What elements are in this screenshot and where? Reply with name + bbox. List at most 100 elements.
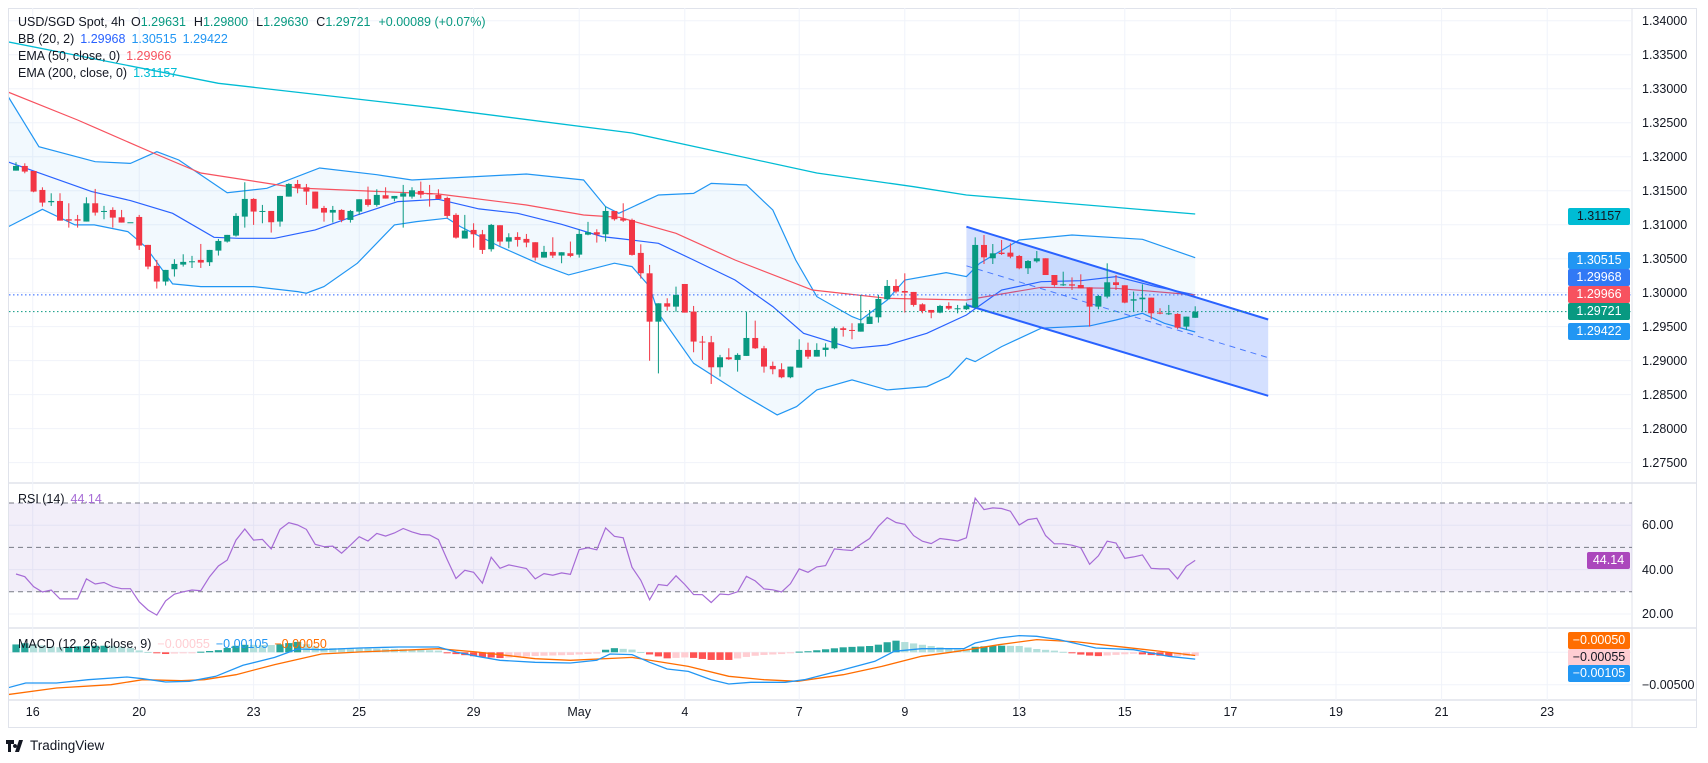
bb-legend[interactable]: BB (20, 2) 1.29968 1.30515 1.29422 <box>18 31 234 47</box>
candle-body <box>356 199 363 212</box>
price-axis-label[interactable]: 1.33000 <box>1642 81 1688 96</box>
rsi-axis-label[interactable]: 40.00 <box>1642 562 1674 577</box>
price-axis-label[interactable]: 1.30000 <box>1642 285 1688 300</box>
price-axis-label[interactable]: 1.27500 <box>1642 455 1688 470</box>
price-axis-label[interactable]: 1.31000 <box>1642 217 1688 232</box>
macd-histogram-bar <box>971 646 979 653</box>
candle-body <box>690 311 697 342</box>
price-axis-label[interactable]: 1.33500 <box>1642 47 1688 62</box>
macd-histogram-bar <box>232 645 240 653</box>
macd-histogram-bar <box>1042 649 1050 653</box>
time-axis-label[interactable]: 15 <box>1117 705 1132 719</box>
candle-body <box>1051 275 1058 286</box>
price-axis-label[interactable]: 1.28500 <box>1642 387 1688 402</box>
candle-body <box>250 198 257 212</box>
price-axis-label[interactable]: 1.29500 <box>1642 319 1688 334</box>
candle <box>39 187 46 207</box>
macd-axis-label[interactable]: −0.00500 <box>1642 677 1695 692</box>
candle <box>1121 285 1128 304</box>
candle-body <box>153 265 160 282</box>
price-axis-label[interactable]: 1.30500 <box>1642 251 1688 266</box>
macd-histogram-bar <box>100 645 108 653</box>
rsi-axis-label[interactable]: 20.00 <box>1642 607 1674 621</box>
price-axis-label[interactable]: 1.32500 <box>1642 115 1688 130</box>
time-axis-label[interactable]: 7 <box>795 705 803 719</box>
macd-histogram-bar <box>452 652 460 655</box>
candle-body <box>901 290 908 293</box>
candle <box>523 233 530 248</box>
price-axis-label[interactable]: 1.34000 <box>1642 13 1688 28</box>
macd-histogram-bar <box>786 652 794 654</box>
candle-body <box>532 242 539 258</box>
open-label: O <box>131 15 141 29</box>
macd-histogram-bar <box>285 643 293 653</box>
ema50-legend[interactable]: EMA (50, close, 0) 1.29966 <box>18 48 177 64</box>
ema200-label[interactable]: EMA (200, close, 0) <box>18 66 128 80</box>
time-axis-label[interactable]: 4 <box>681 705 689 719</box>
time-axis-label[interactable]: 16 <box>25 705 40 719</box>
candle-body <box>655 303 662 322</box>
candle <box>813 343 820 357</box>
candle <box>796 339 803 368</box>
macd-label[interactable]: MACD (12, 26, close, 9) <box>18 637 152 651</box>
symbol-title[interactable]: USD/SGD Spot, 4h <box>18 15 125 29</box>
time-axis-label[interactable]: 13 <box>1012 705 1027 719</box>
candle-body <box>479 234 486 250</box>
time-axis-label[interactable]: 9 <box>901 705 909 719</box>
rsi-legend[interactable]: RSI (14) 44.14 <box>18 491 108 507</box>
candle <box>655 303 662 374</box>
candle <box>866 309 873 324</box>
rsi-label[interactable]: RSI (14) <box>18 492 65 506</box>
tradingview-logo[interactable]: TradingView <box>6 738 104 753</box>
candle-body <box>268 210 275 223</box>
ema50-value: 1.29966 <box>126 49 172 63</box>
time-axis-label[interactable]: May <box>567 705 591 719</box>
macd-histogram-bar <box>346 648 354 653</box>
candle <box>875 294 882 323</box>
macd-histogram-bar <box>584 652 592 655</box>
macd-legend[interactable]: MACD (12, 26, close, 9) −0.00055 −0.00105−… <box>18 636 333 652</box>
candle-body <box>1192 311 1199 318</box>
candle-body <box>593 232 600 235</box>
candle-body <box>365 199 371 205</box>
macd-histogram-bar <box>144 651 152 653</box>
time-axis-label[interactable]: 17 <box>1223 705 1238 719</box>
time-axis-label[interactable]: 21 <box>1434 705 1449 719</box>
candle <box>250 198 257 225</box>
candle <box>285 183 292 197</box>
price-axis-label[interactable]: 1.29000 <box>1642 353 1688 368</box>
macd-histogram-bar <box>637 652 645 654</box>
macd-histogram-bar <box>769 652 777 655</box>
macd-histogram-bar <box>1138 652 1146 655</box>
price-axis-label[interactable]: 1.32000 <box>1642 149 1688 164</box>
time-axis-label[interactable]: 25 <box>352 705 367 719</box>
candle-body <box>708 342 715 368</box>
candle-body <box>426 193 433 195</box>
ema50-label[interactable]: EMA (50, close, 0) <box>18 49 121 63</box>
time-axis-label[interactable]: 19 <box>1329 705 1343 719</box>
low-label: L <box>256 15 264 29</box>
time-axis-label[interactable]: 29 <box>466 705 481 719</box>
candle-body <box>417 190 424 195</box>
time-axis-label[interactable]: 20 <box>132 705 147 719</box>
price-axis-label[interactable]: 1.28000 <box>1642 421 1688 436</box>
bb-label[interactable]: BB (20, 2) <box>18 32 75 46</box>
candle <box>743 311 750 356</box>
time-axis-label[interactable]: 23 <box>1540 705 1555 719</box>
time-axis-label[interactable]: 23 <box>246 705 261 719</box>
candle <box>312 191 319 209</box>
rsi-axis-label[interactable]: 60.00 <box>1642 518 1674 533</box>
candle-body <box>321 207 327 213</box>
candle-body <box>391 195 398 199</box>
ema200-legend[interactable]: EMA (200, close, 0) 1.31157 <box>18 65 183 81</box>
candle <box>1095 294 1102 310</box>
candle <box>206 249 213 266</box>
macd-histogram-bar <box>716 652 724 660</box>
candle-body <box>409 190 415 197</box>
candle <box>303 183 310 205</box>
macd-histogram-bar <box>1024 647 1032 653</box>
price-axis-label[interactable]: 1.31500 <box>1642 183 1688 198</box>
symbol-legend[interactable]: USD/SGD Spot, 4h O1.29631 H1.29800 L1.29630… <box>18 14 494 30</box>
candle <box>180 254 187 267</box>
